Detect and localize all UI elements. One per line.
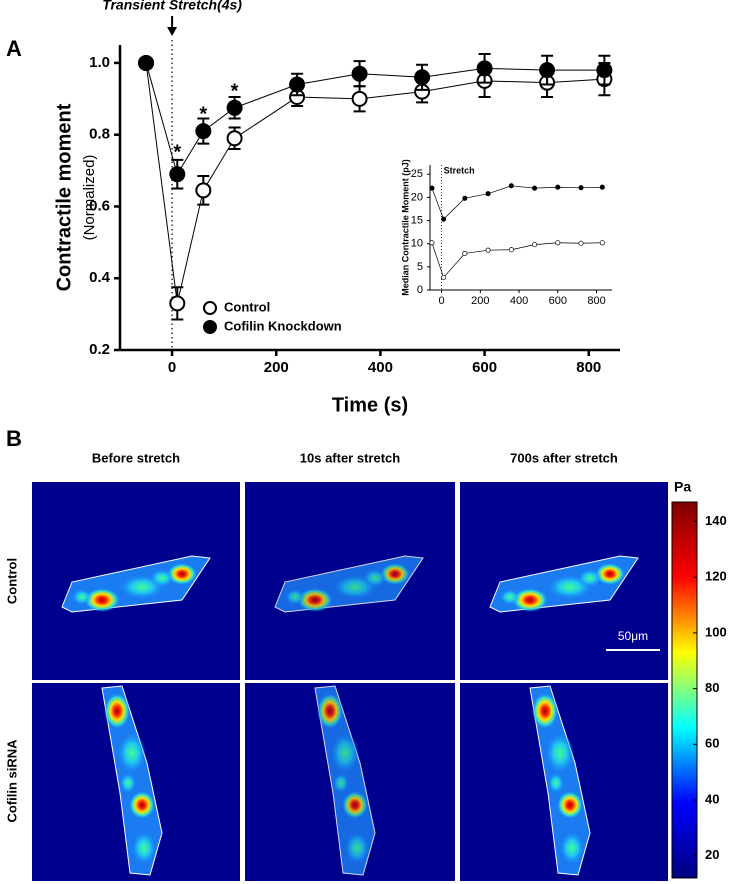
x-tick-label: 200 <box>471 295 489 307</box>
data-point <box>351 90 368 107</box>
data-point <box>441 274 447 281</box>
data-point <box>555 240 561 246</box>
x-tick-label: 800 <box>576 359 601 376</box>
data-point <box>462 195 468 201</box>
y-tick-label: 0.6 <box>89 197 110 214</box>
y-axis-title: Contractile moment <box>53 103 75 291</box>
x-tick-label: 600 <box>549 295 567 307</box>
y-tick-label: 10 <box>411 238 423 250</box>
colorbar-tick-label: 140 <box>705 513 727 528</box>
data-point <box>351 65 368 82</box>
data-point <box>599 184 605 190</box>
row-label: Control <box>4 558 19 604</box>
panel-label: B <box>6 426 22 451</box>
data-point <box>289 76 306 93</box>
colorbar-title: Pa <box>674 479 691 495</box>
x-tick-label: 400 <box>368 359 393 376</box>
colorbar-tick-label: 100 <box>705 624 727 639</box>
significance-marker: * <box>199 104 207 126</box>
column-title: 700s after stretch <box>510 450 618 465</box>
data-point <box>441 216 447 222</box>
y-axis-subtitle: (Normalized) <box>81 155 98 241</box>
data-point <box>476 60 493 77</box>
data-point <box>578 240 584 246</box>
colorbar-tick-label: 120 <box>705 569 727 584</box>
data-point <box>578 185 584 191</box>
data-point <box>138 54 155 71</box>
event-arrow-head <box>167 27 178 36</box>
row-label: Cofilin siRNA <box>4 739 19 823</box>
colorbar-tick-label: 20 <box>705 847 719 862</box>
data-point <box>169 295 186 312</box>
y-tick-label: 1.0 <box>89 54 110 71</box>
legend-marker <box>203 301 217 315</box>
data-point <box>169 166 186 183</box>
data-point <box>596 62 613 79</box>
panel-label: A <box>6 36 22 61</box>
x-tick-label: 200 <box>264 359 289 376</box>
data-point <box>226 130 243 147</box>
scale-bar-label: 50μm <box>618 629 648 643</box>
data-point <box>532 185 538 191</box>
series-line <box>145 62 605 304</box>
event-label: Transient Stretch(4s) <box>102 0 242 13</box>
data-point <box>539 62 556 79</box>
data-point <box>508 183 514 189</box>
data-point <box>226 99 243 116</box>
y-tick-label: 5 <box>417 261 423 273</box>
y-axis-title: Median Contractile Moment (pJ) <box>400 159 410 296</box>
y-tick-label: 0 <box>417 284 423 296</box>
significance-marker: * <box>173 141 181 163</box>
heatmap-grid: 50μm <box>32 482 668 881</box>
x-tick-label: 0 <box>439 295 445 307</box>
y-tick-label: 25 <box>411 168 423 180</box>
data-point <box>532 242 538 248</box>
data-point <box>555 184 561 190</box>
y-tick-label: 0.8 <box>89 126 110 143</box>
y-tick-label: 0.2 <box>89 341 110 358</box>
y-tick-label: 20 <box>411 191 423 203</box>
data-point <box>599 240 605 246</box>
data-point <box>195 123 212 140</box>
x-tick-label: 0 <box>168 359 176 376</box>
legend-label: Cofilin Knockdown <box>224 318 342 333</box>
series-line <box>145 62 605 176</box>
data-point <box>195 182 212 199</box>
colorbar-tick-label: 60 <box>705 736 719 751</box>
data-point <box>429 240 435 246</box>
colorbar-tick-label: 40 <box>705 791 719 806</box>
data-point <box>485 247 491 253</box>
x-tick-label: 600 <box>472 359 497 376</box>
data-point <box>414 69 431 86</box>
y-tick-label: 15 <box>411 214 423 226</box>
data-point <box>485 191 491 197</box>
legend-marker <box>203 320 217 334</box>
data-point <box>429 185 435 191</box>
column-title: Before stretch <box>92 450 180 465</box>
event-label: Stretch <box>444 165 475 175</box>
significance-marker: * <box>231 80 239 102</box>
y-tick-label: 0.4 <box>89 269 111 286</box>
legend-label: Control <box>224 299 270 314</box>
data-point <box>508 247 514 253</box>
colorbar-tick-label: 80 <box>705 680 719 695</box>
x-axis-title: Time (s) <box>332 394 408 416</box>
data-point <box>462 250 468 256</box>
x-tick-label: 800 <box>587 295 605 307</box>
colorbar <box>671 501 698 879</box>
column-title: 10s after stretch <box>300 450 400 465</box>
x-tick-label: 400 <box>510 295 528 307</box>
